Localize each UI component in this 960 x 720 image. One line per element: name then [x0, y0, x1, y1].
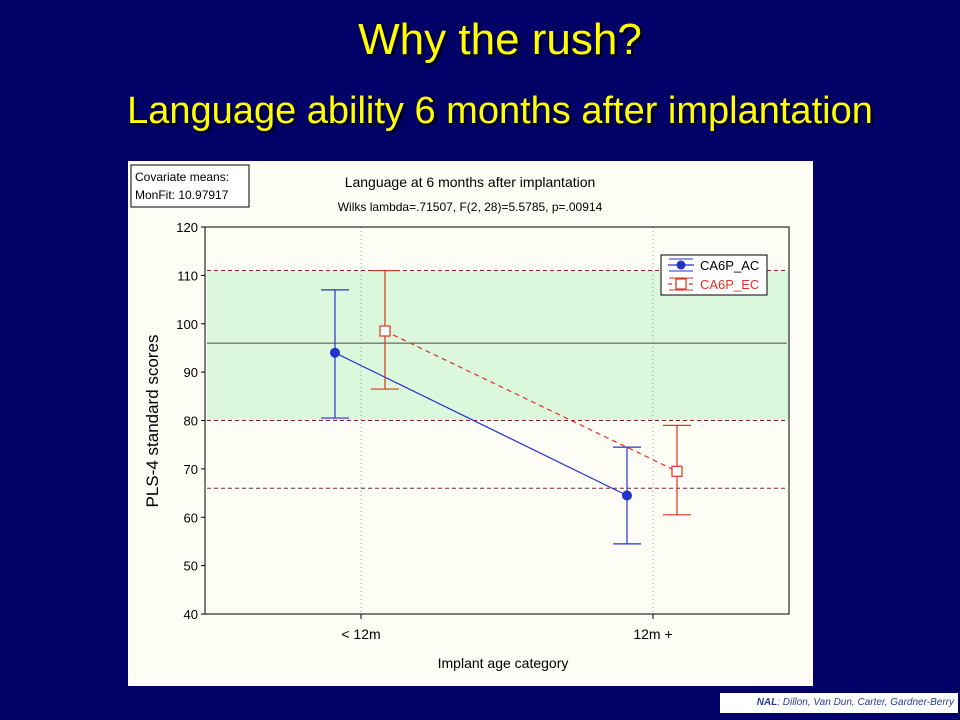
legend-marker [675, 278, 687, 290]
slide-subtitle: Language ability 6 months after implanta… [127, 90, 873, 132]
x-tick-label: 12m + [633, 626, 672, 642]
y-tick-label: 60 [184, 510, 198, 525]
data-point [622, 490, 632, 501]
x-tick-label: < 12m [341, 626, 380, 642]
chart-svg: 40 50 60 70 80 90 100 110 120 < 12m 12m + Covaria… [130, 164, 790, 671]
y-tick-label: 100 [176, 317, 198, 332]
covariate-box [130, 164, 250, 208]
credit-footer: NAL: Dillon, Van Dun, Carter, Gardner-Be… [720, 693, 958, 713]
series-line-ca6p_ac [334, 352, 628, 497]
chart-title: Language at 6 months after implantation [345, 174, 596, 190]
chart-subtitle: Wilks lambda=.71507, F(2, 28)=5.5785, p=… [338, 200, 603, 214]
y-tick-label: 50 [184, 559, 198, 574]
y-tick-label: 90 [184, 365, 198, 380]
covariate-line-1: Covariate means: [135, 170, 229, 184]
data-point [330, 347, 340, 358]
legend-label: CA6P_AC [700, 258, 759, 273]
y-tick-label: 80 [184, 414, 198, 429]
legend-marker [676, 260, 686, 270]
y-tick-label: 120 [176, 220, 198, 235]
y-tick-label: 110 [177, 268, 198, 283]
data-point [671, 465, 683, 477]
legend-label: CA6P_EC [700, 277, 759, 292]
x-axis-label: Implant age category [438, 655, 569, 671]
y-tick-label: 70 [184, 462, 198, 477]
slide-title: Why the rush? [358, 15, 642, 64]
credit-authors: : Dillon, Van Dun, Carter, Gardner-Berry [777, 697, 954, 708]
chart-panel: 40 50 60 70 80 90 100 110 120 < 12m 12m + Covaria… [128, 161, 813, 686]
credit-org: NAL [756, 697, 778, 708]
y-tick-label: 40 [184, 607, 198, 622]
normal-range-band [207, 270, 789, 421]
covariate-line-2: MonFit: 10.97917 [135, 188, 229, 202]
y-axis-label: PLS-4 standard scores [143, 335, 162, 508]
data-point [379, 325, 391, 337]
